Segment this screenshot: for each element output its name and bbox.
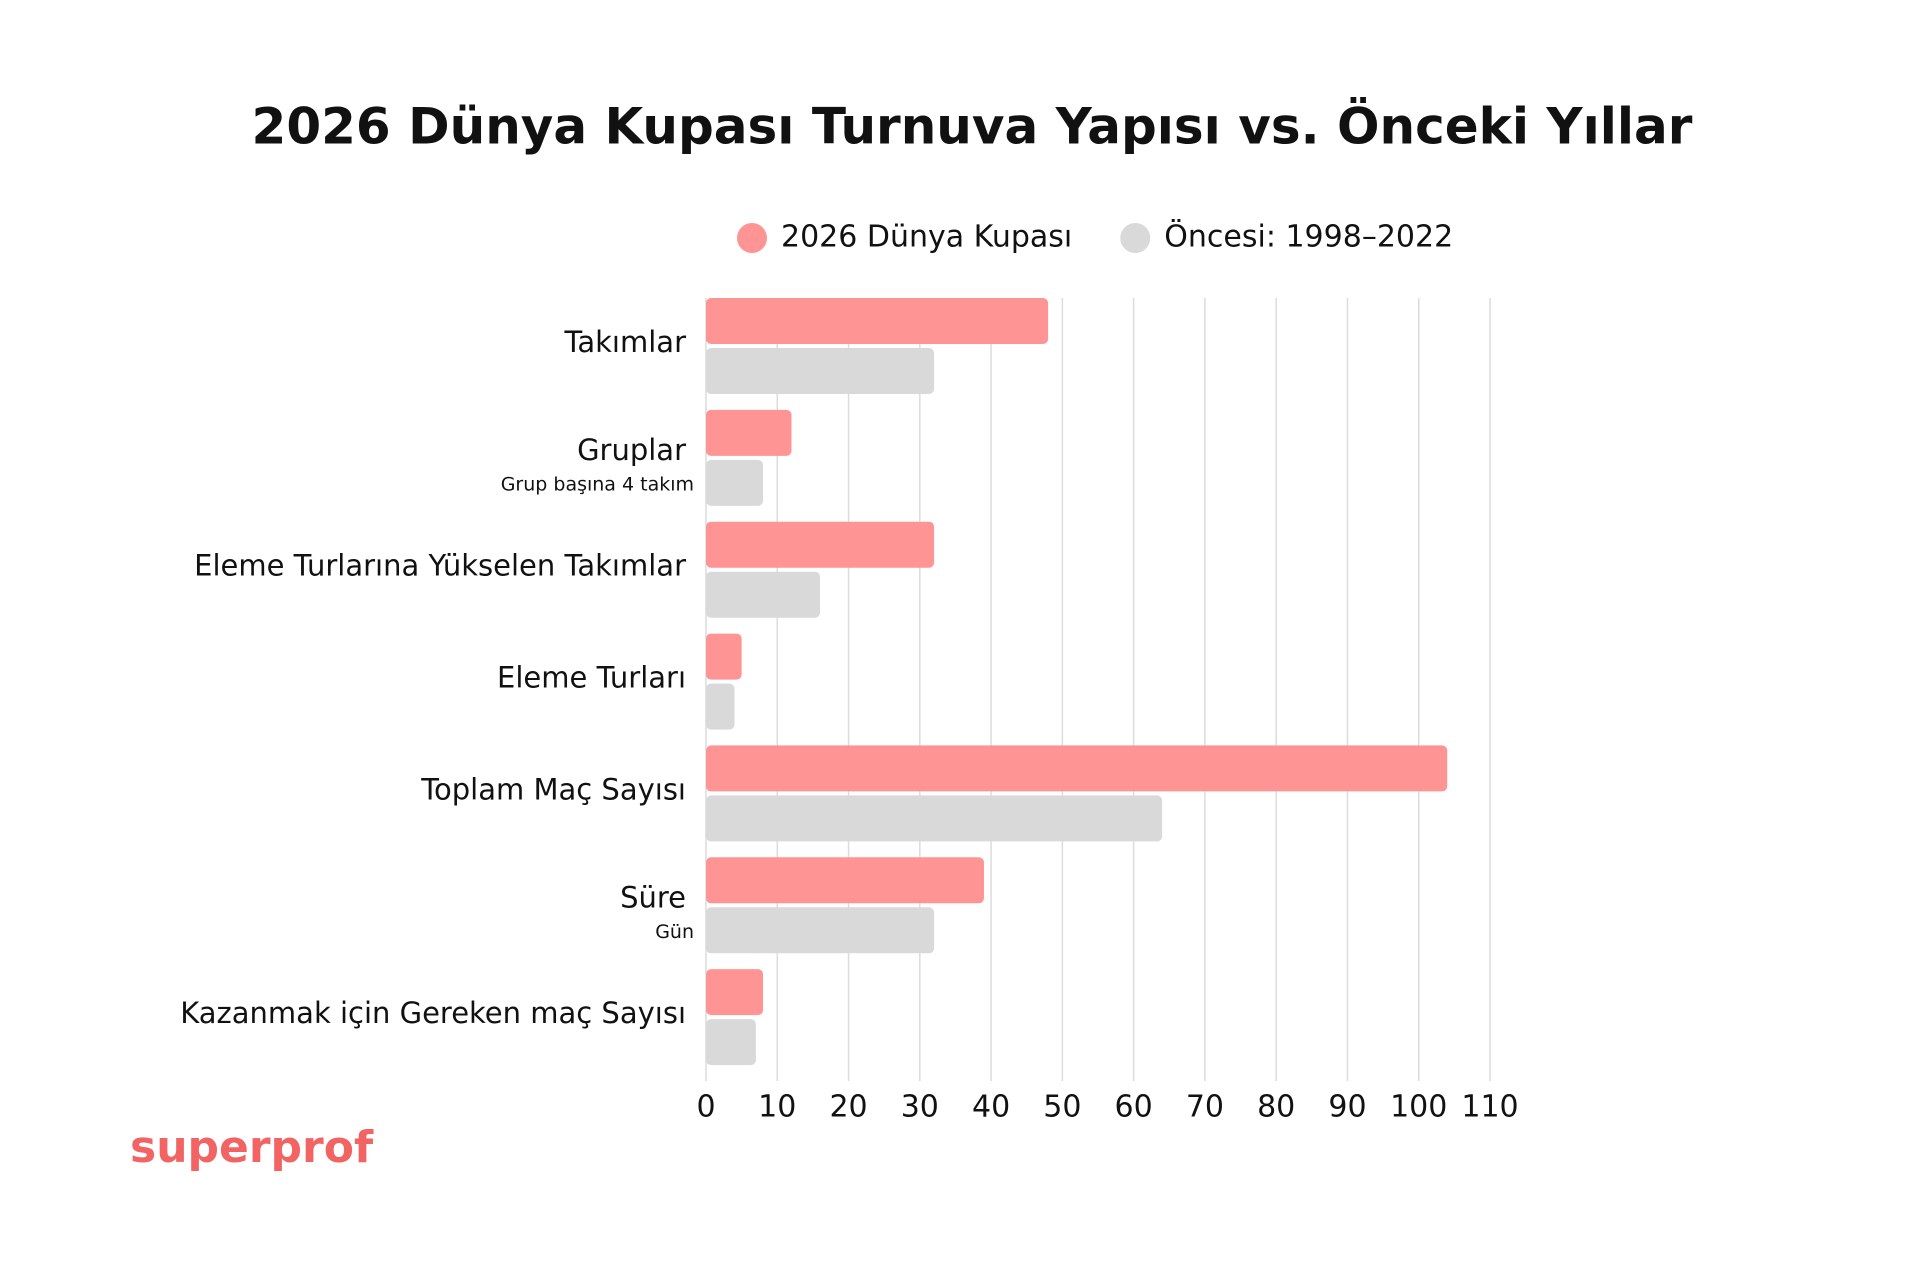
bar: [706, 969, 764, 1016]
y-tick-label: Eleme Turlarına Yükselen Takımlar: [194, 549, 686, 583]
x-tick-label: 0: [696, 1090, 715, 1125]
bar: [706, 633, 742, 680]
bar: [706, 409, 792, 456]
bar: [706, 745, 1448, 792]
bar: [706, 907, 935, 954]
y-tick-label: Takımlar: [563, 325, 686, 359]
bar: [706, 521, 935, 568]
y-tick-note: Gün: [655, 921, 694, 943]
legend-marker: [737, 223, 767, 253]
bar: [706, 857, 984, 904]
x-tick-label: 70: [1186, 1090, 1224, 1125]
bar: [706, 1019, 756, 1066]
bar: [706, 795, 1163, 842]
y-tick-label: Gruplar: [577, 433, 686, 467]
bar: [706, 348, 935, 394]
bar: [706, 683, 735, 730]
y-tick-label: Toplam Maç Sayısı: [420, 772, 686, 806]
y-tick-label: Eleme Turları: [497, 661, 686, 695]
x-tick-label: 80: [1257, 1090, 1295, 1125]
chart-title: 2026 Dünya Kupası Turnuva Yapısı vs. Önc…: [252, 97, 1693, 156]
x-tick-label: 100: [1390, 1090, 1447, 1125]
y-tick-note: Grup başına 4 takım: [501, 473, 694, 495]
x-tick-label: 20: [829, 1090, 867, 1125]
x-tick-label: 60: [1115, 1090, 1153, 1125]
brand-logo: superprof: [130, 1122, 374, 1173]
bar: [706, 459, 764, 506]
x-tick-label: 10: [758, 1090, 796, 1125]
x-tick-label: 90: [1328, 1090, 1366, 1125]
legend-label: 2026 Dünya Kupası: [781, 220, 1072, 255]
bar: [706, 298, 1049, 344]
y-tick-label: Süre: [620, 880, 686, 914]
bar: [706, 571, 821, 618]
legend-label: Öncesi: 1998–2022: [1164, 219, 1453, 255]
y-tick-label: Kazanmak için Gereken maç Sayısı: [180, 996, 686, 1030]
x-tick-label: 110: [1461, 1090, 1518, 1125]
x-tick-label: 40: [972, 1090, 1010, 1125]
x-tick-label: 30: [901, 1090, 939, 1125]
x-tick-label: 50: [1043, 1090, 1081, 1125]
legend-marker: [1120, 223, 1151, 253]
